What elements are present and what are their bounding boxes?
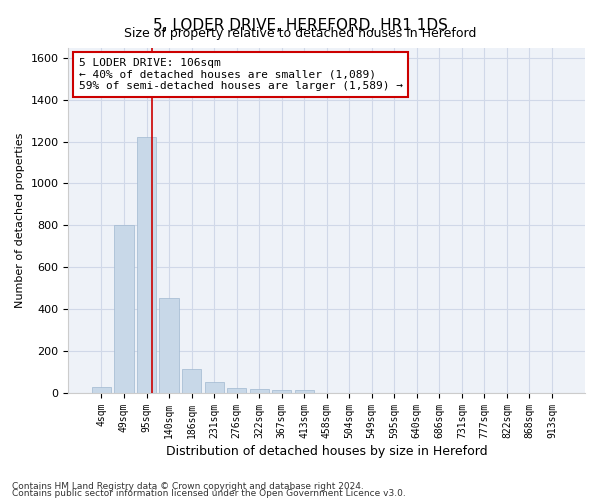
Bar xyxy=(160,298,179,392)
Text: Contains public sector information licensed under the Open Government Licence v3: Contains public sector information licen… xyxy=(12,490,406,498)
Bar xyxy=(182,368,201,392)
Bar xyxy=(92,388,111,392)
Bar xyxy=(205,382,224,392)
Text: Contains HM Land Registry data © Crown copyright and database right 2024.: Contains HM Land Registry data © Crown c… xyxy=(12,482,364,491)
Bar xyxy=(115,226,134,392)
Bar xyxy=(137,138,156,392)
Text: 5 LODER DRIVE: 106sqm
← 40% of detached houses are smaller (1,089)
59% of semi-d: 5 LODER DRIVE: 106sqm ← 40% of detached … xyxy=(79,58,403,91)
Bar xyxy=(272,390,291,392)
Text: 5, LODER DRIVE, HEREFORD, HR1 1DS: 5, LODER DRIVE, HEREFORD, HR1 1DS xyxy=(152,18,448,32)
Bar xyxy=(227,388,246,392)
Bar xyxy=(250,390,269,392)
Y-axis label: Number of detached properties: Number of detached properties xyxy=(15,132,25,308)
Bar xyxy=(295,390,314,392)
X-axis label: Distribution of detached houses by size in Hereford: Distribution of detached houses by size … xyxy=(166,444,488,458)
Text: Size of property relative to detached houses in Hereford: Size of property relative to detached ho… xyxy=(124,28,476,40)
